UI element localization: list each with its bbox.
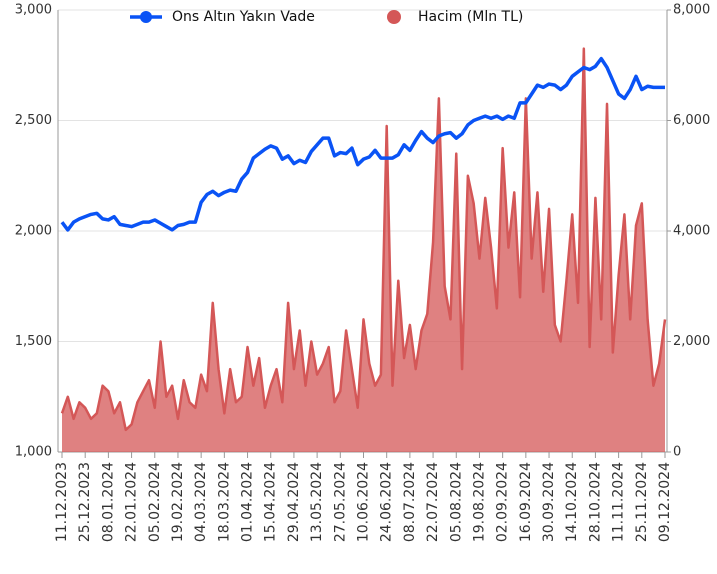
x-tick-label: 11.11.2024 xyxy=(611,462,627,542)
x-tick-label: 15.04.2024 xyxy=(263,462,279,542)
line xyxy=(60,56,665,232)
x-tick-label: 16.09.2024 xyxy=(518,462,534,542)
x-tick-label: 25.11.2024 xyxy=(634,462,650,542)
legend-marker xyxy=(387,10,401,24)
x-tick-label: 10.06.2024 xyxy=(356,462,372,542)
y-tick-label: 2,500 xyxy=(15,113,52,128)
x-tick-label: 22.07.2024 xyxy=(425,462,441,542)
x-tick-label: 22.01.2024 xyxy=(124,462,140,542)
x-tick-label: 11.12.2023 xyxy=(54,462,70,542)
legend-label: Hacim (Mln TL) xyxy=(418,9,523,25)
y2-tick-label: 6,000 xyxy=(673,113,710,128)
legend-label: Ons Altın Yakın Vade xyxy=(172,9,315,25)
y-tick-label: 2,000 xyxy=(15,224,52,239)
x-tick-label: 24.06.2024 xyxy=(379,462,395,542)
area-fill xyxy=(62,48,665,453)
x-tick-label: 28.10.2024 xyxy=(587,462,603,542)
x-tick-label: 05.02.2024 xyxy=(147,462,163,542)
y-tick-label: 1,000 xyxy=(15,445,52,460)
x-tick-label: 27.05.2024 xyxy=(332,462,348,542)
x-tick-label: 08.01.2024 xyxy=(100,462,116,542)
x-tick-label: 13.05.2024 xyxy=(309,462,325,542)
x-tick-label: 29.04.2024 xyxy=(286,462,302,542)
legend-marker xyxy=(140,11,152,23)
x-tick-label: 09.12.2024 xyxy=(657,462,673,542)
x-tick-label: 19.08.2024 xyxy=(471,462,487,542)
y-tick-label: 1,500 xyxy=(15,334,52,349)
legend: Ons Altın Yakın Vade Hacim (Mln TL) xyxy=(130,9,523,25)
x-tick-label: 14.10.2024 xyxy=(564,462,580,542)
x-tick-label: 25.12.2023 xyxy=(77,462,93,542)
y2-tick-label: 2,000 xyxy=(673,334,710,349)
area-line xyxy=(60,47,667,432)
y2-tick-label: 4,000 xyxy=(673,224,710,239)
x-tick-label: 08.07.2024 xyxy=(402,462,418,542)
x-tick-label: 01.04.2024 xyxy=(240,462,256,542)
y2-tick-label: 8,000 xyxy=(673,3,710,18)
x-tick-label: 30.09.2024 xyxy=(541,462,557,542)
x-tick-label: 18.03.2024 xyxy=(216,462,232,542)
x-tick-label: 02.09.2024 xyxy=(495,462,511,542)
y-tick-label: 3,000 xyxy=(15,3,52,18)
x-tick-label: 04.03.2024 xyxy=(193,462,209,542)
x-tick-label: 05.08.2024 xyxy=(448,462,464,542)
x-tick-label: 19.02.2024 xyxy=(170,462,186,542)
y2-tick-label: 0 xyxy=(673,445,681,460)
